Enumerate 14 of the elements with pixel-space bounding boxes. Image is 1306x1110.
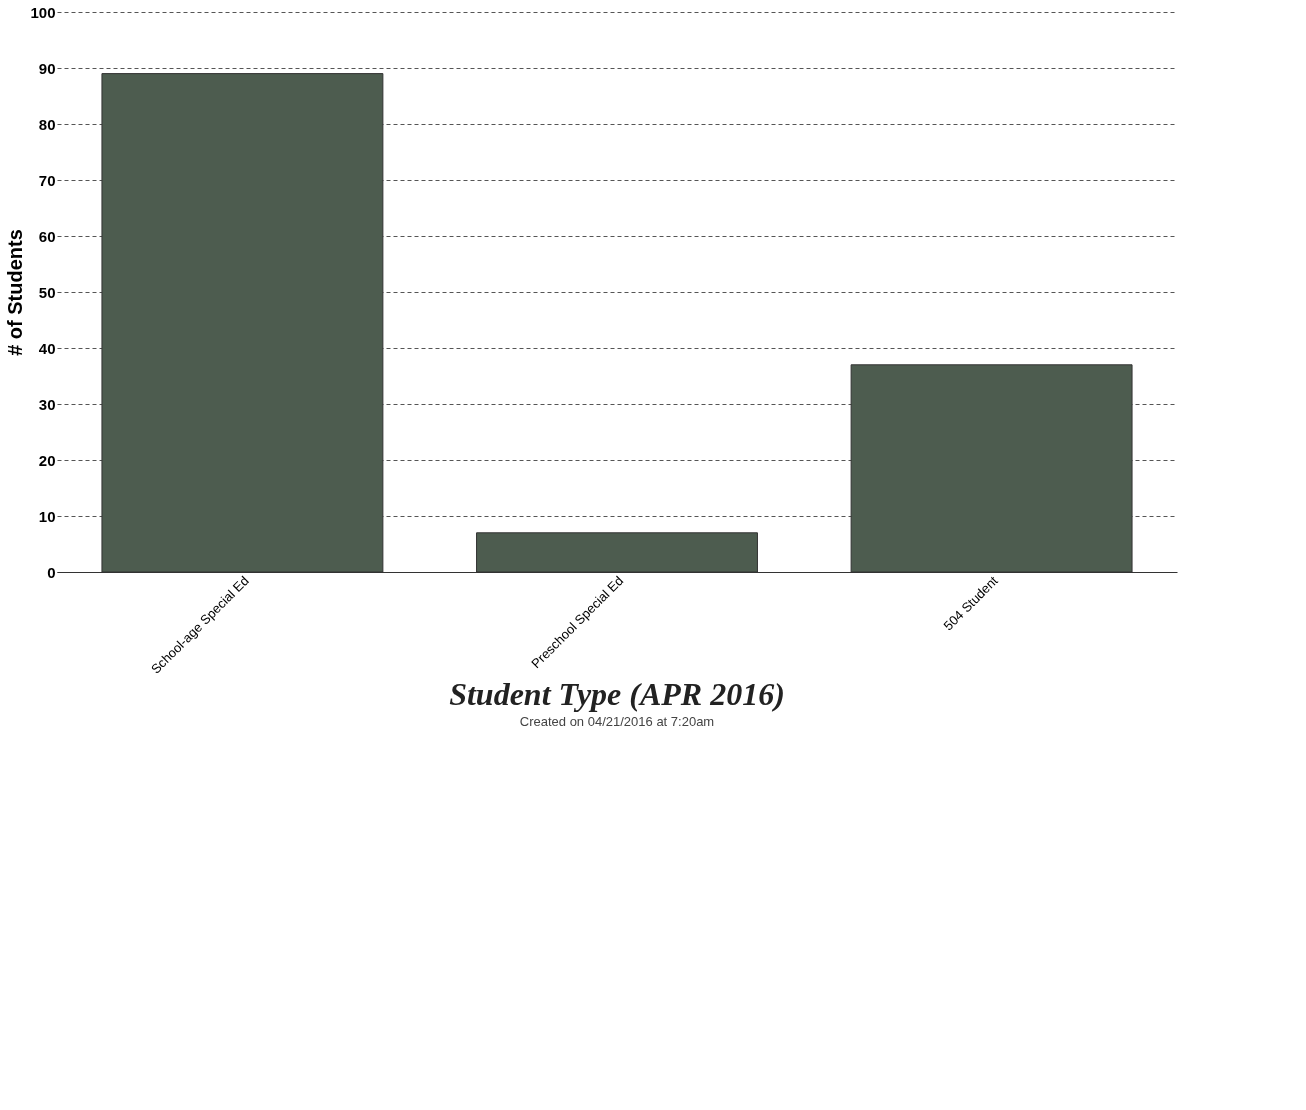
y-tick-label: 90 xyxy=(38,59,56,77)
text: Student Type (APR 2016) xyxy=(449,676,785,713)
y-tick-label: 30 xyxy=(38,395,56,413)
y-tick-label: 70 xyxy=(38,171,56,189)
y-tick-label: 20 xyxy=(38,451,56,469)
y-tick-label: 60 xyxy=(38,227,56,245)
y-tick-label: 10 xyxy=(38,507,56,525)
y-tick-label: 100 xyxy=(30,3,56,21)
y-axis-title: # of Students xyxy=(4,229,27,356)
y-tick-label: 80 xyxy=(38,115,56,133)
text: Created on 04/21/2016 at 7:20am xyxy=(519,714,715,730)
y-tick-label: 40 xyxy=(38,339,56,357)
y-tick-label: 50 xyxy=(38,283,56,301)
y-tick-label: 0 xyxy=(47,563,56,581)
